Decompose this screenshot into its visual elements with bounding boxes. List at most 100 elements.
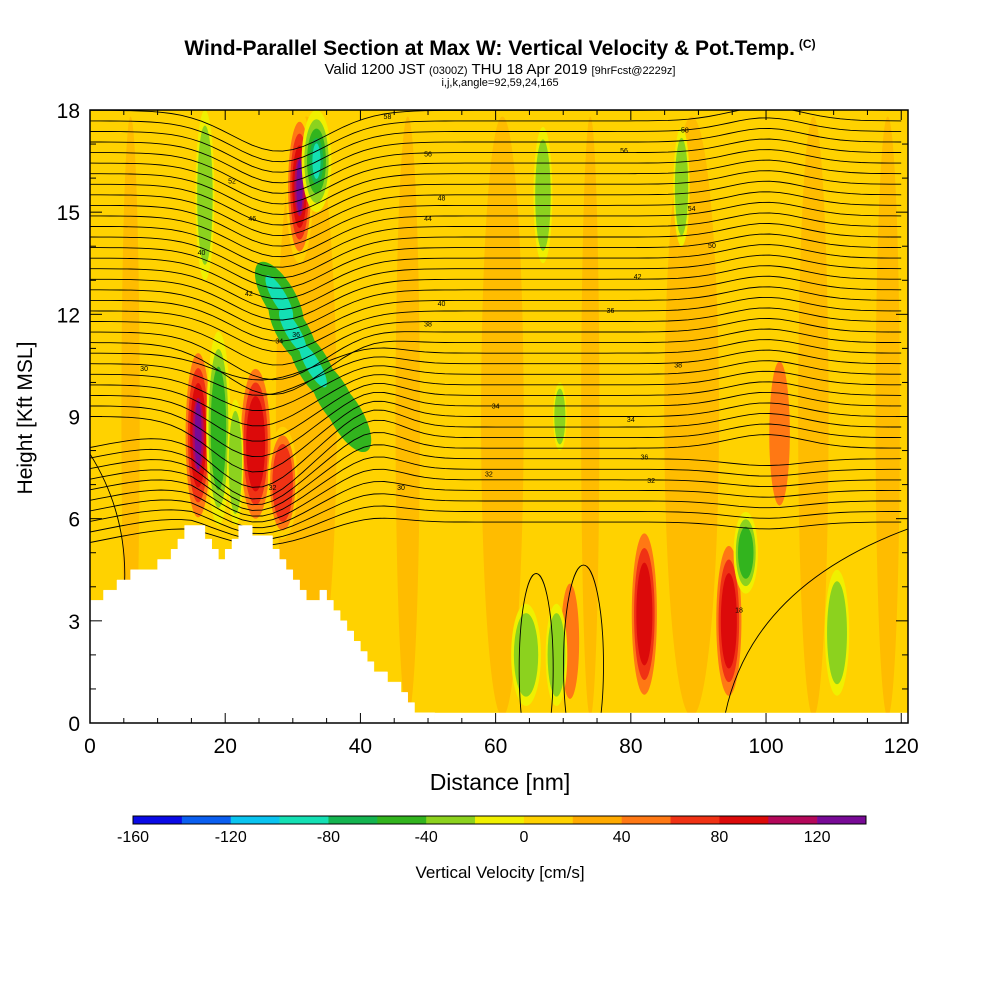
isentrope-line [90, 381, 902, 442]
x-tick-label: 60 [484, 735, 507, 758]
isentrope-label: 32 [269, 485, 277, 492]
downdraft-core [513, 613, 539, 697]
isentrope-label: 58 [384, 114, 392, 121]
isentrope-line [725, 528, 908, 713]
isentrope-label: 18 [735, 608, 743, 615]
isentrope-line [90, 275, 902, 332]
colorbar-swatch [475, 816, 525, 824]
colorbar-swatch [133, 816, 183, 824]
chart-subtitle: Valid 1200 JST (0300Z) THU 18 Apr 2019 [… [0, 61, 1000, 78]
colorbar-tick-label: -160 [116, 829, 150, 846]
isentrope-line [90, 505, 902, 540]
colorbar-swatch [426, 816, 476, 824]
valid-date: THU 18 Apr 2019 [471, 61, 588, 78]
isentrope-contours [90, 110, 908, 723]
title-mark: (C) [798, 37, 816, 51]
x-tick-label: 120 [884, 735, 919, 758]
colorbar-swatch [817, 816, 867, 824]
isentrope-label: 36 [640, 454, 648, 461]
isentrope-line [90, 191, 902, 247]
ground-strip [434, 712, 908, 723]
forecast-info: [9hrFcst@2229z] [591, 65, 676, 77]
isentrope-line [90, 468, 902, 523]
isentrope-line [90, 349, 902, 396]
isentrope-label: 34 [627, 417, 635, 424]
isentrope-label: 42 [634, 274, 642, 281]
isentrope-label: 44 [424, 216, 432, 223]
updraft-core [769, 361, 790, 506]
isentrope-label: 54 [688, 206, 696, 213]
isentrope-label: 30 [397, 485, 405, 492]
isentrope-label: 52 [228, 179, 236, 186]
isentrope-label: 36 [292, 332, 300, 339]
y-axis-label: Height [Kft MSL] [14, 342, 37, 495]
isentrope-line [90, 149, 902, 205]
isentrope-line [90, 432, 902, 506]
colorbar-swatch [621, 816, 671, 824]
isentrope-line [90, 138, 902, 194]
x-tick-label: 40 [349, 735, 372, 758]
x-tick-label: 100 [749, 735, 784, 758]
isentrope-line [90, 201, 902, 258]
terrain [90, 525, 908, 723]
isentrope-line [90, 370, 902, 427]
isentrope-line [90, 307, 902, 366]
y-tick-label: 18 [57, 100, 80, 123]
colorbar-swatch [523, 816, 574, 824]
terrain-mask [90, 525, 436, 723]
updraft-core [246, 396, 266, 492]
colorbar-swatch [670, 816, 720, 824]
updraft-core [720, 573, 737, 669]
isentrope-line [90, 456, 902, 517]
x-tick-label: 80 [619, 735, 642, 758]
chart-title: Wind-Parallel Section at Max W: Vertical… [0, 37, 1000, 61]
isentrope-labels: 30 30 32 32 32 34 34 34 36 36 36 38 38 40 40 42 42 44 46 48… [140, 114, 743, 615]
isentrope-line [90, 170, 902, 226]
isentrope-line [90, 360, 902, 411]
isentrope-line [90, 318, 902, 381]
isentrope-label: 38 [674, 362, 682, 369]
isentrope-line [90, 517, 902, 546]
tilted-downdraft [322, 380, 372, 453]
isentrope-label: 56 [424, 151, 432, 158]
isentrope-line [90, 296, 902, 353]
colorbar-swatch [572, 816, 622, 824]
colorbar [132, 815, 867, 825]
colorbar-swatch [719, 816, 769, 824]
isentrope-line [90, 159, 902, 215]
x-axis-label: Distance [nm] [430, 769, 571, 795]
isentrope-line [90, 233, 902, 289]
isentrope-line [90, 391, 902, 457]
colorbar-title: Vertical Velocity [cm/s] [415, 863, 585, 882]
y-tick-label: 9 [68, 407, 80, 430]
isentrope-line [90, 212, 902, 268]
isentrope-label: 32 [647, 478, 655, 485]
isentrope-line [90, 400, 902, 473]
colorbar-swatch [328, 816, 378, 824]
colorbar-tick-label: 40 [612, 829, 631, 846]
colorbar-frame [132, 815, 867, 825]
isentrope-line [90, 254, 902, 310]
isentrope-line [90, 265, 902, 321]
valid-prefix: Valid 1200 JST [324, 61, 425, 78]
isentrope-label: 32 [485, 471, 493, 478]
y-tick-label: 15 [57, 202, 80, 225]
isentrope-closed [518, 573, 554, 723]
x-tick-label: 20 [214, 735, 237, 758]
isentrope-label: 48 [438, 196, 446, 203]
isentrope-label: 38 [424, 322, 432, 329]
weak-updraft-band [798, 116, 829, 717]
colorbar-swatch [230, 816, 280, 824]
updraft-core [636, 562, 653, 666]
isentrope-label: 36 [607, 308, 615, 315]
weak-updraft-band [395, 116, 420, 717]
colorbar-swatch [279, 816, 329, 824]
colorbar-tick-label: -80 [316, 829, 341, 846]
isentrope-line [90, 493, 902, 535]
isentrope-line [90, 127, 902, 184]
isentrope-label: 56 [620, 148, 628, 155]
downdraft-core [228, 410, 242, 515]
valid-utc: (0300Z) [429, 65, 468, 77]
